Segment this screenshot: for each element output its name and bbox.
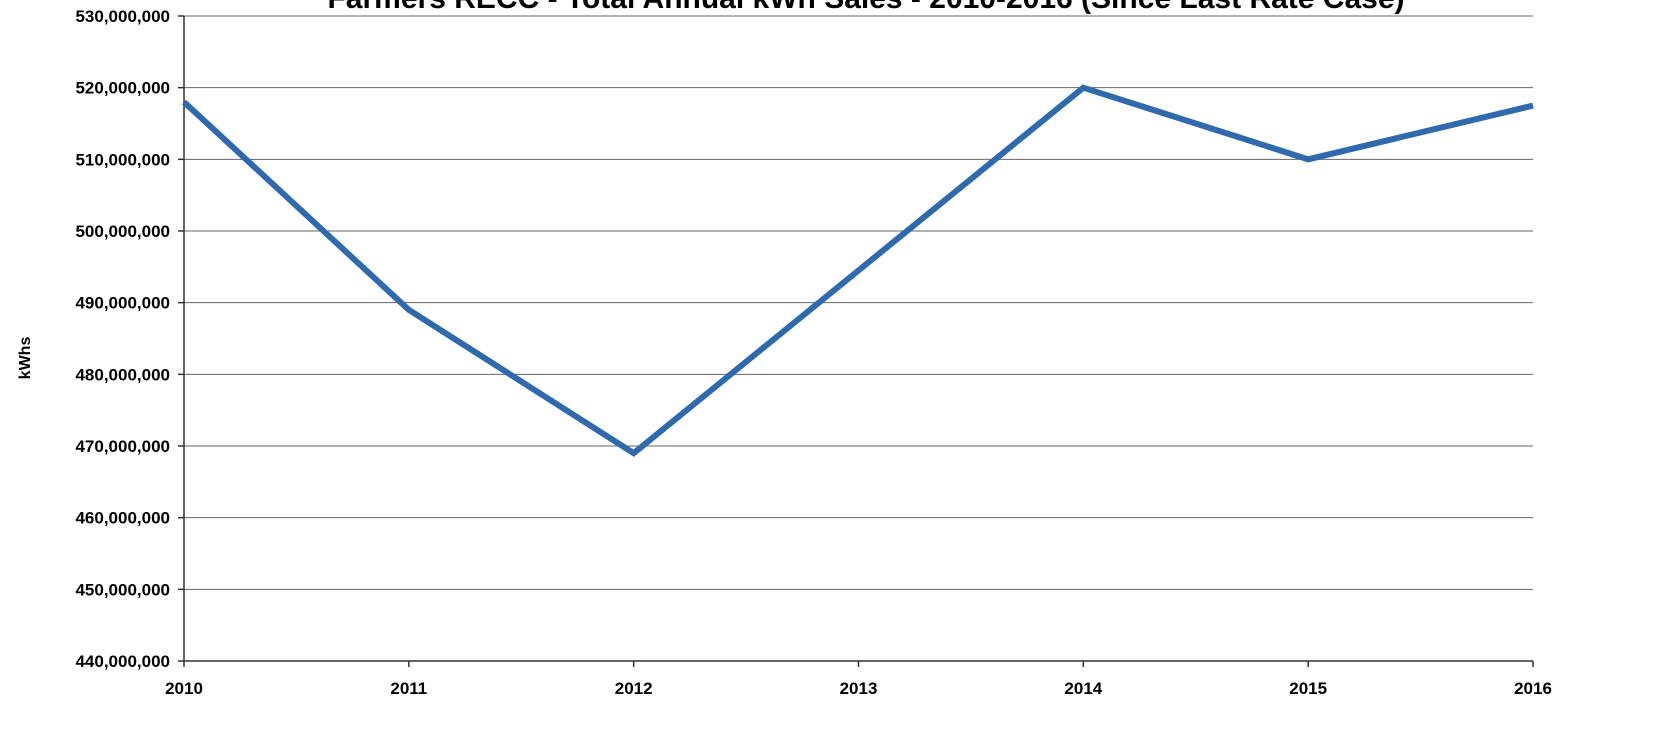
data-point [183,101,185,103]
y-tick-label: 500,000,000 [75,222,170,241]
data-point [1307,158,1309,160]
y-tick-label: 520,000,000 [75,79,170,98]
x-tick-label: 2010 [165,679,203,698]
x-axis-tick-labels: 2010 2011 2012 2013 2014 2015 2016 [165,679,1552,698]
y-tick-label: 510,000,000 [75,150,170,169]
x-tick-label: 2013 [840,679,878,698]
y-tick-label: 450,000,000 [75,580,170,599]
data-point [408,309,410,311]
gridlines [184,15,1533,590]
data-point [633,452,635,454]
chart-title: Farmers RECC - Total Annual kWh Sales - … [327,0,1404,15]
data-point [858,269,859,271]
axes [178,15,1534,667]
y-tick-label: 480,000,000 [75,365,170,384]
y-tick-label: 530,000,000 [75,7,170,26]
y-axis-label: kWhs [17,337,34,380]
y-axis-tick-labels: 440,000,000 450,000,000 460,000,000 470,000… [75,7,170,671]
y-tick-label: 470,000,000 [75,437,170,456]
y-tick-label: 490,000,000 [75,294,170,313]
x-tick-label: 2011 [390,679,427,698]
y-tick-label: 460,000,000 [75,509,170,528]
x-tick-label: 2016 [1514,679,1552,698]
x-tick-label: 2015 [1289,679,1327,698]
series-lines [181,84,1534,457]
data-point [1082,87,1084,89]
x-tick-label: 2014 [1064,679,1102,698]
x-tick-label: 2012 [615,679,653,698]
y-tick-label: 440,000,000 [75,652,170,671]
data-point [1532,105,1534,107]
